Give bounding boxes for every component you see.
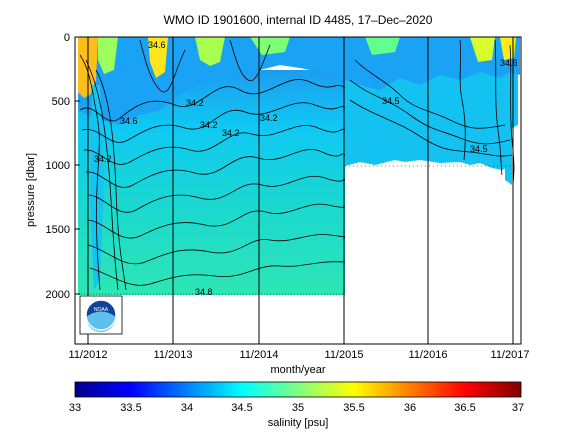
y-tick-label: 1500 — [46, 224, 70, 236]
y-tick: 1500 — [46, 224, 80, 236]
contour-label: 34.2 — [222, 128, 240, 138]
contour-label: 34.6 — [120, 116, 138, 126]
colorbar-tick-label: 33 — [69, 402, 81, 414]
contour-line — [139, 39, 186, 93]
contour-label: 34.6 — [148, 40, 166, 50]
contour-label: 34.8 — [195, 287, 213, 297]
year-separators — [87, 37, 514, 344]
contour-label: 34.5 — [382, 96, 400, 106]
noaa-logo: NOAA — [79, 295, 123, 335]
contour-line — [81, 102, 346, 143]
contour-line — [229, 39, 271, 82]
surface-warm-patch — [98, 37, 118, 74]
y-tick: 1000 — [46, 160, 80, 172]
salinity-field: 34.6 34.2 34.2 34.2 34.2 34.5 34.5 34.6 … — [78, 37, 520, 297]
contour-label: 34.5 — [470, 144, 488, 154]
contour-line — [509, 44, 515, 186]
chart-title: WMO ID 1901600, internal ID 4485, 17–Dec… — [164, 13, 433, 27]
contour-line — [459, 39, 466, 161]
surface-warm-patch — [365, 37, 400, 55]
surface-warm-patch — [500, 37, 516, 60]
contour-line — [87, 234, 346, 265]
y-tick: 2000 — [46, 289, 80, 301]
y-tick: 500 — [52, 96, 80, 108]
colorbar-tick-label: 36 — [404, 402, 416, 414]
contour-line — [89, 261, 346, 286]
contour-line — [79, 79, 346, 122]
contour-line — [87, 203, 346, 239]
contour-line — [79, 54, 101, 291]
colorbar-tick-label: 37 — [512, 402, 524, 414]
contour-line — [87, 175, 346, 213]
y-axis-label: pressure [dbar] — [25, 153, 37, 227]
contour-line — [494, 39, 503, 176]
contour-line — [95, 69, 127, 291]
y-tick-label: 1000 — [46, 160, 70, 172]
x-tick-label: 11/2015 — [325, 349, 364, 361]
x-tick-label: 11/2014 — [240, 349, 279, 361]
colorbar: 33 33.5 34 34.5 35 35.5 36 36.5 37 salin… — [69, 381, 524, 429]
contour-line — [85, 149, 346, 188]
colorbar-tick-label: 34.5 — [231, 402, 252, 414]
colorbar-label: salinity [psu] — [268, 417, 329, 429]
contour-line — [83, 125, 346, 165]
y-tick: 0 — [64, 32, 80, 44]
x-axis-label: month/year — [270, 364, 325, 376]
plot-frame — [74, 36, 522, 345]
surface-warm-patch — [148, 37, 168, 78]
svg-text:NOAA: NOAA — [94, 307, 109, 313]
contour-labels: 34.6 34.2 34.2 34.2 34.2 34.5 34.5 34.6 … — [94, 40, 518, 297]
surface-warm-patch — [195, 37, 225, 66]
contour-label: 34.2 — [186, 98, 204, 108]
colorbar-tick-label: 33.5 — [120, 402, 141, 414]
contour-label: 34.2 — [260, 113, 278, 123]
x-tick-label: 11/2016 — [409, 349, 448, 361]
contour-label: 34.6 — [500, 58, 518, 68]
x-tick-label: 11/2017 — [491, 349, 530, 361]
colorbar-tick-label: 35 — [292, 402, 304, 414]
contour-line — [349, 79, 511, 145]
colorbar-ticks: 33 33.5 34 34.5 35 35.5 36 36.5 37 — [69, 402, 524, 414]
salinity-upper-layer — [78, 37, 520, 125]
salinity-field-deep — [78, 70, 345, 295]
contour-line — [354, 59, 506, 129]
colorbar-tick-label: 35.5 — [343, 402, 364, 414]
y-tick-label: 2000 — [46, 289, 70, 301]
x-tick-label: 11/2012 — [69, 349, 108, 361]
colorbar-tick-label: 34 — [181, 402, 193, 414]
plot-area: 34.6 34.2 34.2 34.2 34.2 34.5 34.5 34.6 … — [74, 36, 522, 345]
contour-label: 34.2 — [200, 120, 218, 130]
contour-line — [349, 99, 513, 157]
x-tick-label: 11/2013 — [154, 349, 193, 361]
surface-warm-patch — [470, 37, 495, 62]
colorbar-tick-label: 36.5 — [454, 402, 475, 414]
contour-line — [85, 59, 119, 291]
contour-lines — [79, 39, 515, 291]
colorbar-gradient — [74, 381, 522, 398]
y-axis: 0 500 1000 1500 2000 pressure [dbar] — [25, 32, 80, 301]
x-axis: 11/2012 11/2013 11/2014 11/2015 11/2016 … — [69, 349, 530, 376]
y-tick-label: 0 — [64, 32, 70, 44]
y-tick-label: 500 — [52, 96, 70, 108]
contour-label: 34.2 — [94, 154, 112, 164]
